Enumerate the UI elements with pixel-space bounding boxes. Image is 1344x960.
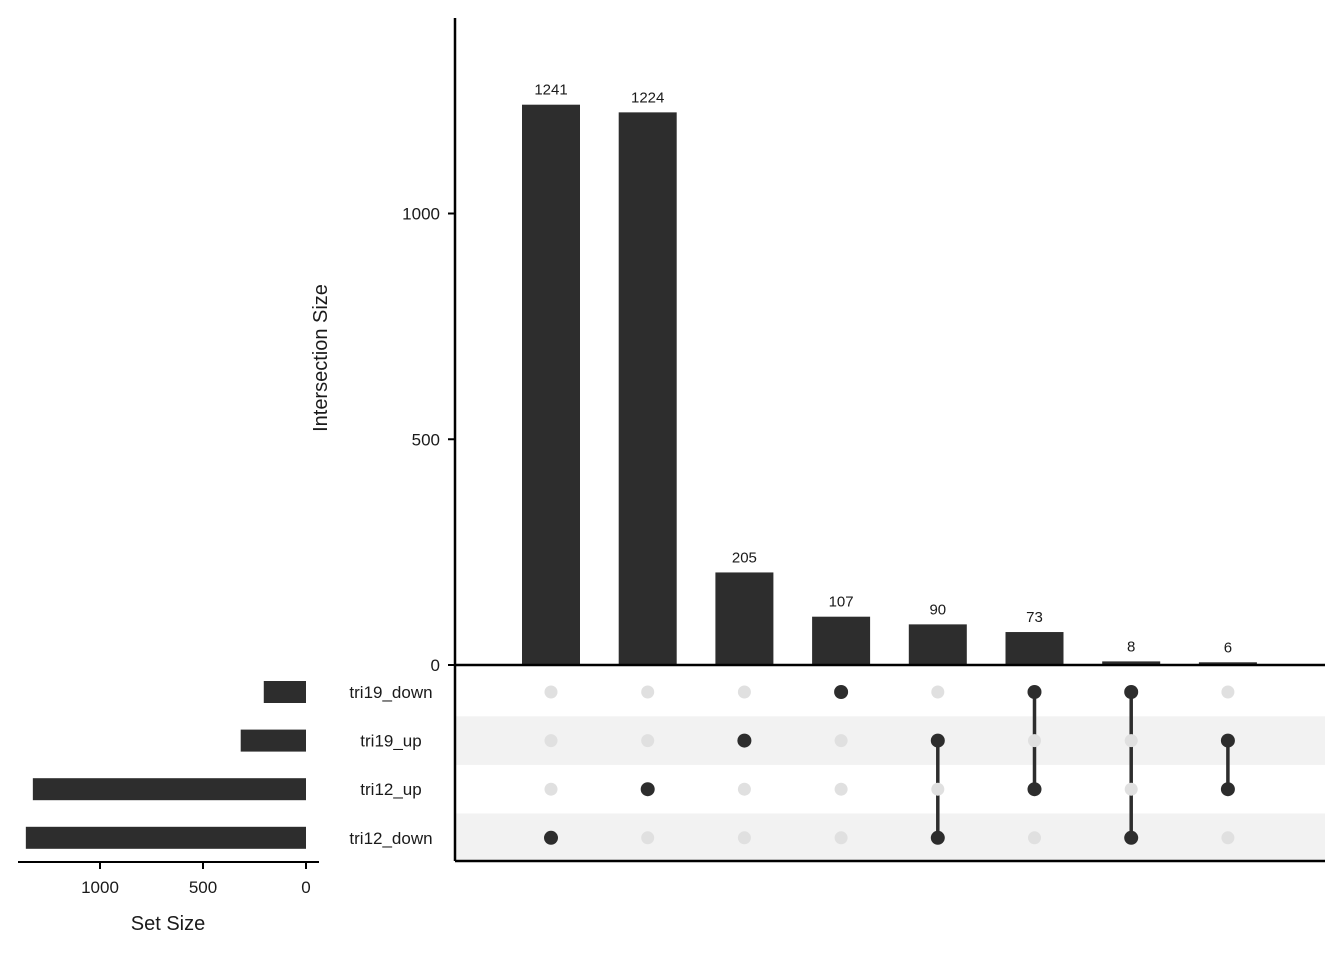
intersection-matrix — [544, 685, 1235, 845]
matrix-dot-inactive — [1124, 734, 1138, 748]
set-size-bar-tri19_up — [240, 729, 306, 752]
matrix-dot-inactive — [1124, 782, 1138, 796]
matrix-dot-inactive — [834, 734, 848, 748]
intersection-bar-label: 73 — [1026, 609, 1043, 626]
y-tick-label: 1000 — [402, 205, 440, 224]
intersection-bar-label: 6 — [1224, 639, 1232, 656]
intersection-bar-labels: 1241 1224 205 107 90 73 8 6 — [534, 82, 1232, 657]
intersection-bar — [1198, 662, 1257, 665]
set-name-tri12_up: tri12_up — [360, 780, 421, 799]
matrix-dot-active — [930, 830, 945, 845]
matrix-dot-inactive — [737, 831, 751, 845]
y-tick-label: 0 — [431, 656, 440, 675]
set-name-tri12_down: tri12_down — [349, 829, 432, 848]
matrix-dot-inactive — [1028, 734, 1041, 748]
x-axis-title: Set Size — [131, 913, 205, 935]
set-size-tick-label: 0 — [301, 878, 310, 897]
y-axis-title: Intersection Size — [310, 284, 332, 432]
intersection-bar — [908, 624, 967, 665]
intersection-bar — [618, 112, 677, 665]
matrix-dot-inactive — [1221, 685, 1235, 699]
intersection-bar-label: 1224 — [631, 89, 664, 106]
set-name-tri19_down: tri19_down — [349, 683, 432, 702]
matrix-dot-inactive — [834, 782, 848, 796]
set-size-tick-label: 500 — [189, 878, 217, 897]
matrix-dot-inactive — [641, 831, 655, 845]
matrix-dot-inactive — [931, 782, 945, 796]
stripe-row-tri19_up — [455, 716, 1325, 765]
intersection-bars — [522, 104, 1257, 666]
set-size-bar-tri12_up — [32, 778, 307, 801]
set-size-bar-tri12_down — [25, 826, 307, 849]
set-size-bar-tri19_down — [263, 681, 306, 703]
intersection-bar — [1005, 632, 1064, 665]
matrix-dot-inactive — [1221, 831, 1235, 845]
matrix-dot-active — [737, 733, 752, 748]
matrix-dot-inactive — [544, 782, 558, 796]
matrix-dot-inactive — [737, 685, 751, 699]
matrix-dot-active — [1027, 685, 1042, 699]
matrix-dot-active — [544, 830, 558, 845]
intersection-bar — [715, 572, 774, 665]
intersection-bar — [812, 616, 871, 665]
y-tick-label: 500 — [412, 430, 440, 449]
matrix-dot-active — [834, 685, 849, 699]
matrix-dot-inactive — [737, 782, 751, 796]
intersection-bar — [522, 104, 580, 666]
matrix-dot-active — [1124, 685, 1139, 699]
intersection-bar-label: 8 — [1127, 638, 1135, 655]
set-name-labels: tri19_down tri19_up tri12_up tri12_down — [349, 683, 432, 848]
set-size-tick-label: 1000 — [81, 878, 119, 897]
matrix-dot-active — [1124, 830, 1139, 845]
intersection-bar-label: 107 — [829, 594, 854, 611]
matrix-stripes — [455, 716, 1325, 863]
matrix-dot-active — [1220, 733, 1235, 748]
matrix-dot-inactive — [641, 734, 655, 748]
matrix-dot-inactive — [931, 685, 945, 699]
intersection-bar — [1102, 661, 1161, 665]
matrix-dot-inactive — [544, 734, 558, 748]
axes: 0 500 1000 1000 500 0 — [18, 18, 1325, 897]
matrix-dot-inactive — [834, 831, 848, 845]
matrix-dot-active — [1220, 782, 1235, 797]
matrix-dot-inactive — [641, 685, 655, 699]
intersection-bar-label: 1241 — [534, 82, 567, 99]
set-size-bars — [25, 681, 307, 849]
stripe-row-tri12_down — [455, 813, 1325, 863]
matrix-dot-inactive — [1028, 831, 1041, 845]
matrix-dot-active — [930, 733, 945, 748]
matrix-dot-active — [1027, 782, 1042, 797]
intersection-bar-label: 90 — [929, 601, 946, 618]
intersection-bar-label: 205 — [732, 549, 757, 566]
matrix-dot-active — [640, 782, 655, 797]
set-name-tri19_up: tri19_up — [360, 732, 421, 751]
matrix-dot-inactive — [544, 685, 558, 699]
